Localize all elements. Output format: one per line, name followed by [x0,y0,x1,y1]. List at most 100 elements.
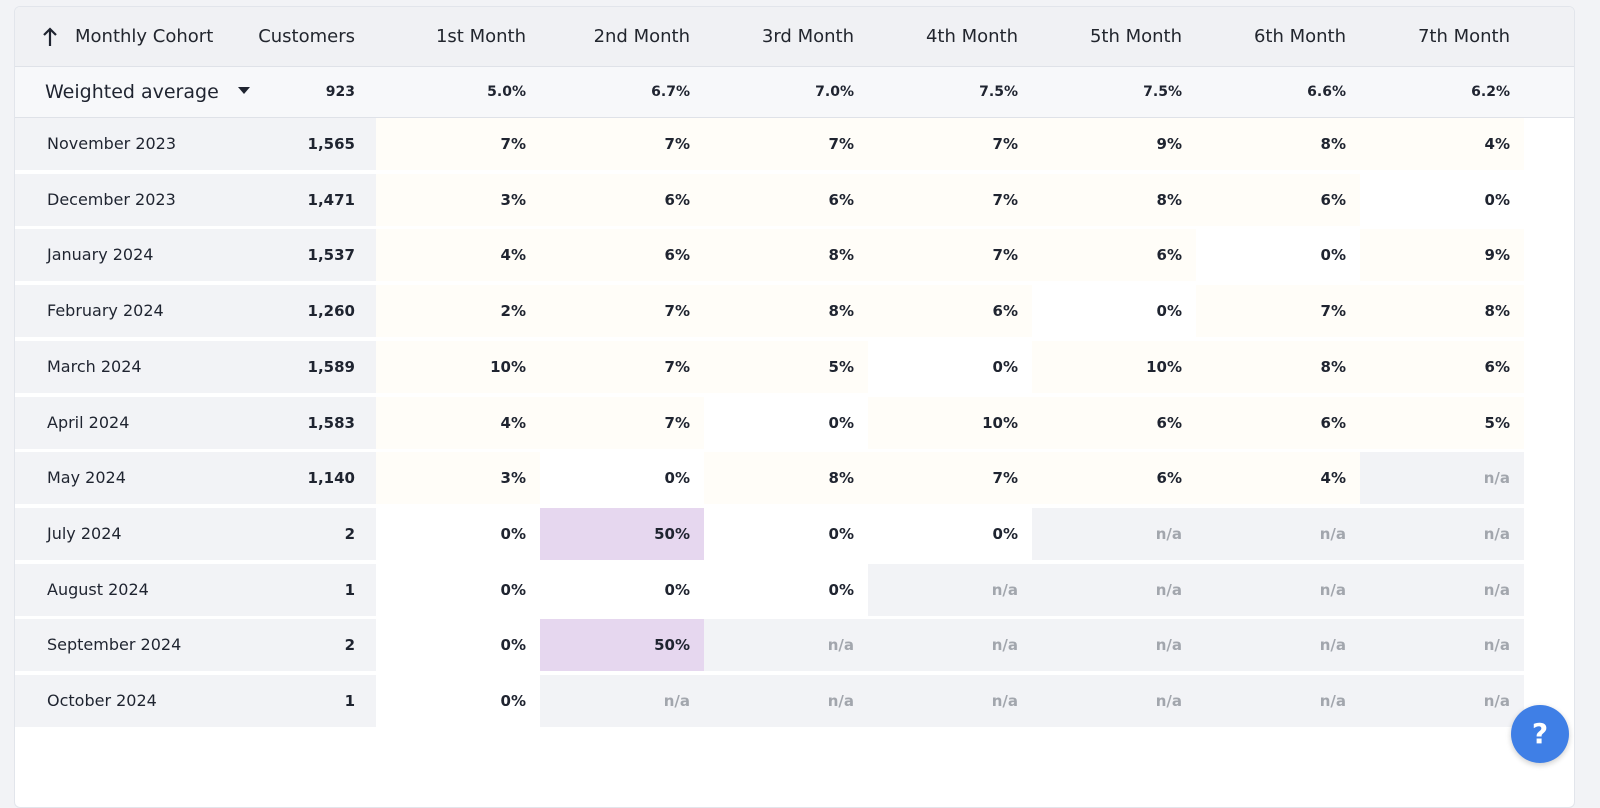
retention-cell[interactable]: 50% [540,619,704,671]
retention-cell[interactable]: 2% [376,285,540,337]
retention-cell[interactable]: n/a [868,564,1032,616]
retention-cell[interactable]: n/a [1196,564,1360,616]
retention-cell[interactable]: 6% [704,174,868,226]
retention-cell[interactable]: 8% [1196,341,1360,393]
retention-cell[interactable]: 0% [376,564,540,616]
retention-cell[interactable]: n/a [1360,675,1524,727]
retention-cell[interactable]: 0% [868,508,1032,560]
retention-cell[interactable]: 9% [1360,229,1524,281]
retention-cell[interactable]: n/a [704,619,868,671]
retention-cell[interactable]: 0% [1360,174,1524,226]
retention-cell[interactable]: 8% [1032,174,1196,226]
retention-cell[interactable]: n/a [1032,564,1196,616]
retention-cell[interactable]: 8% [704,285,868,337]
retention-cell[interactable]: 7% [540,341,704,393]
retention-cell[interactable]: 7% [540,118,704,170]
retention-cell[interactable]: n/a [1360,564,1524,616]
retention-cell[interactable]: 3% [376,174,540,226]
retention-cell[interactable]: 6% [1032,452,1196,504]
retention-cell[interactable]: 6% [1196,397,1360,449]
retention-cell[interactable]: n/a [1196,675,1360,727]
header-month-2[interactable]: 2nd Month [593,26,690,47]
retention-cell[interactable]: 7% [704,118,868,170]
retention-cell[interactable]: 0% [704,508,868,560]
customers-count: 1,565 [307,135,355,153]
cohort-label: February 2024 [47,301,164,320]
retention-cell[interactable]: 7% [540,397,704,449]
retention-cell[interactable]: 4% [376,229,540,281]
retention-cell[interactable]: 8% [1196,118,1360,170]
retention-cell[interactable]: n/a [1360,452,1524,504]
help-button[interactable]: ? [1511,705,1569,763]
retention-cell[interactable]: 6% [540,229,704,281]
retention-cell[interactable]: n/a [1032,508,1196,560]
retention-cell[interactable]: 4% [1196,452,1360,504]
retention-cell[interactable]: 0% [704,397,868,449]
header-month-7[interactable]: 7th Month [1417,26,1510,47]
retention-cell[interactable]: 0% [1032,285,1196,337]
retention-cell[interactable]: 10% [868,397,1032,449]
retention-cell[interactable]: 5% [704,341,868,393]
retention-cell[interactable]: n/a [704,675,868,727]
retention-cell[interactable]: 0% [376,675,540,727]
retention-cell[interactable]: n/a [1360,508,1524,560]
retention-cell[interactable]: 6% [1032,229,1196,281]
retention-cell[interactable]: 50% [540,508,704,560]
retention-cell[interactable]: 6% [1360,341,1524,393]
retention-cell[interactable]: n/a [1196,619,1360,671]
retention-cell[interactable]: 0% [704,564,868,616]
cohort-label: May 2024 [47,468,126,487]
retention-cell[interactable]: 0% [868,341,1032,393]
caret-down-icon[interactable] [238,87,250,94]
retention-value: 6% [1320,414,1346,432]
retention-cell[interactable]: 10% [376,341,540,393]
retention-cell[interactable]: n/a [1196,508,1360,560]
retention-cell[interactable]: 7% [376,118,540,170]
table-row: February 2024 1,260 2% 7% 8% 6% 0% 7% 8% [15,285,1574,337]
retention-cell[interactable]: 0% [376,619,540,671]
retention-cell[interactable]: 4% [376,397,540,449]
retention-cell[interactable]: 8% [704,229,868,281]
retention-cell[interactable]: 0% [540,452,704,504]
retention-cell[interactable]: n/a [1032,619,1196,671]
retention-cell[interactable]: 6% [1032,397,1196,449]
retention-cell[interactable]: 6% [540,174,704,226]
retention-value: n/a [1155,636,1182,654]
retention-cell[interactable]: 4% [1360,118,1524,170]
retention-cell[interactable]: 7% [868,452,1032,504]
header-month-1[interactable]: 1st Month [435,26,526,47]
retention-value: n/a [991,581,1018,599]
header-month-3[interactable]: 3rd Month [761,26,854,47]
header-month-6[interactable]: 6th Month [1253,26,1346,47]
retention-cell[interactable]: 6% [868,285,1032,337]
retention-cell[interactable]: n/a [540,675,704,727]
retention-cell[interactable]: 8% [1360,285,1524,337]
header-month-5[interactable]: 5th Month [1089,26,1182,47]
header-customers[interactable]: Customers [258,26,355,47]
header-month-4[interactable]: 4th Month [925,26,1018,47]
customers-count: 1,260 [307,302,355,320]
weighted-average-dropdown-label[interactable]: Weighted average [45,81,219,103]
retention-cell[interactable]: 9% [1032,118,1196,170]
retention-cell[interactable]: 7% [868,229,1032,281]
retention-cell[interactable]: 8% [704,452,868,504]
retention-cell[interactable]: 0% [376,508,540,560]
retention-value: n/a [1319,692,1346,710]
retention-cell[interactable]: n/a [868,619,1032,671]
header-monthly-cohort[interactable]: Monthly Cohort [75,26,214,47]
sort-arrow-up-icon[interactable] [40,25,60,49]
retention-cell[interactable]: 7% [868,174,1032,226]
retention-cell[interactable]: 6% [1196,174,1360,226]
retention-cell[interactable]: n/a [1032,675,1196,727]
retention-cell[interactable]: 3% [376,452,540,504]
retention-cell[interactable]: 7% [1196,285,1360,337]
retention-cell[interactable]: 7% [540,285,704,337]
retention-cell[interactable]: 10% [1032,341,1196,393]
retention-cell[interactable]: 0% [1196,229,1360,281]
retention-cell[interactable]: n/a [868,675,1032,727]
retention-value: 0% [500,581,526,599]
retention-cell[interactable]: 5% [1360,397,1524,449]
retention-cell[interactable]: 0% [540,564,704,616]
retention-cell[interactable]: n/a [1360,619,1524,671]
retention-cell[interactable]: 7% [868,118,1032,170]
